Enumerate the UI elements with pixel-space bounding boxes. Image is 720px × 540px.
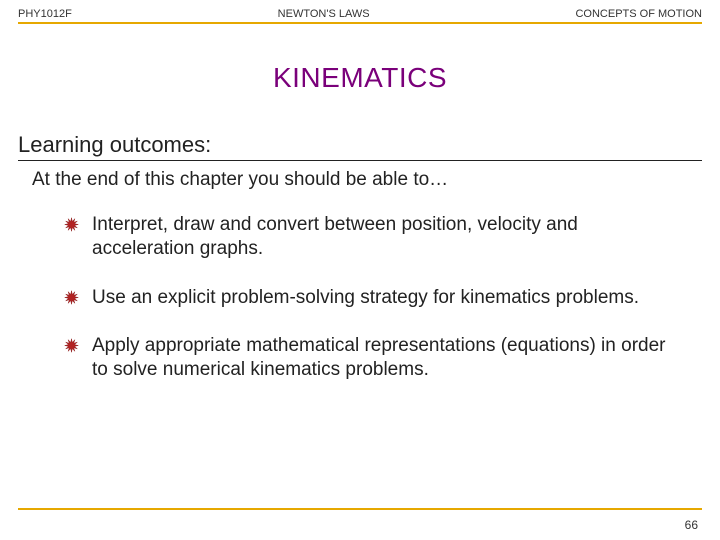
outcome-text: Interpret, draw and convert between posi…	[92, 214, 578, 259]
header-left: PHY1012F	[18, 8, 72, 20]
list-item: Interpret, draw and convert between posi…	[64, 213, 676, 262]
starburst-icon	[64, 338, 79, 353]
footer-divider	[18, 508, 702, 510]
header-center: NEWTON'S LAWS	[278, 8, 370, 20]
page-number: 66	[685, 518, 698, 532]
slide-title: KINEMATICS	[0, 62, 720, 94]
section-heading: Learning outcomes:	[18, 132, 720, 158]
outcome-text: Use an explicit problem-solving strategy…	[92, 287, 639, 308]
list-item: Use an explicit problem-solving strategy…	[64, 286, 676, 310]
outcome-text: Apply appropriate mathematical represent…	[92, 335, 665, 380]
section-heading-underline	[18, 160, 702, 161]
header-right: CONCEPTS OF MOTION	[575, 8, 702, 20]
outcomes-list: Interpret, draw and convert between posi…	[64, 213, 676, 383]
slide-header: PHY1012F NEWTON'S LAWS CONCEPTS OF MOTIO…	[0, 0, 720, 22]
list-item: Apply appropriate mathematical represent…	[64, 334, 676, 383]
intro-text: At the end of this chapter you should be…	[32, 169, 720, 191]
starburst-icon	[64, 217, 79, 232]
starburst-icon	[64, 290, 79, 305]
header-divider	[18, 22, 702, 24]
